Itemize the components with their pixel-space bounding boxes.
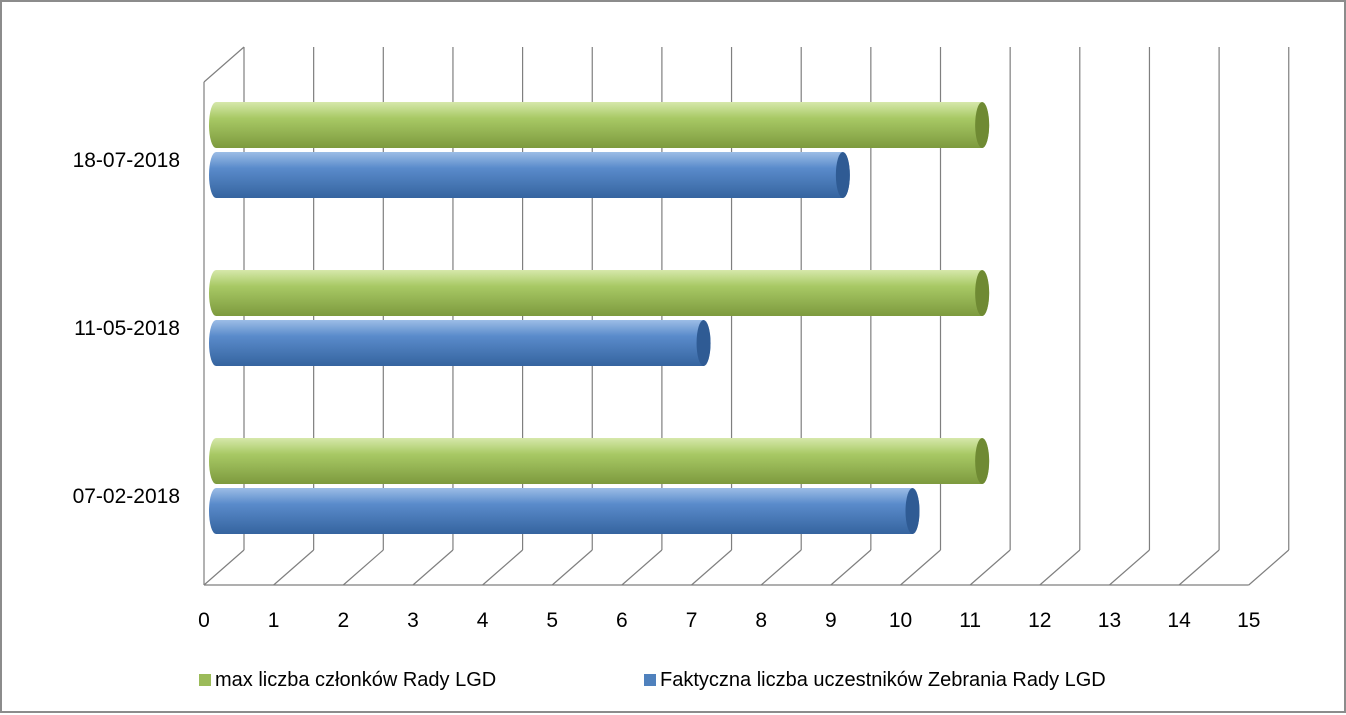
floor-gridline: [621, 549, 663, 586]
bar-body: [209, 270, 990, 316]
bar-cap: [975, 270, 990, 316]
x-tick-label: 2: [337, 609, 349, 632]
floor-gridline: [1109, 549, 1150, 586]
legend-swatch: [644, 674, 656, 686]
category-label: 11-05-2018: [74, 317, 180, 340]
bar-actual-07-02-2018: [209, 488, 920, 534]
x-tick-label: 8: [755, 609, 767, 632]
category-label: 18-07-2018: [73, 149, 180, 172]
side-wall-top-edge: [203, 46, 245, 83]
bar-max-07-02-2018: [209, 438, 990, 484]
x-tick-label: 13: [1098, 609, 1121, 632]
bar-max-11-05-2018: [209, 270, 990, 316]
floor-gridline: [273, 549, 315, 586]
legend-label: max liczba członków Rady LGD: [215, 669, 496, 691]
x-tick-label: 14: [1167, 609, 1191, 632]
floor-gridline: [342, 549, 384, 586]
x-tick-label: 4: [477, 609, 489, 632]
x-tick-label: 6: [616, 609, 628, 632]
floor-gridline: [551, 549, 593, 586]
x-tick-label: 1: [268, 609, 280, 632]
chart-bars: [209, 102, 990, 534]
x-tick-label: 10: [889, 609, 912, 632]
floor-gridline: [830, 549, 872, 586]
legend: max liczba członków Rady LGD Faktyczna li…: [199, 669, 1106, 691]
bar-body: [209, 320, 711, 366]
floor-gridline: [969, 549, 1011, 586]
bar-actual-11-05-2018: [209, 320, 711, 366]
floor-gridline: [203, 549, 245, 586]
category-label: 07-02-2018: [73, 485, 180, 508]
bar-actual-18-07-2018: [209, 152, 850, 198]
floor-gridline: [482, 549, 523, 586]
bar-cap: [696, 320, 711, 366]
bar-cap: [975, 102, 990, 148]
bar-body: [209, 102, 990, 148]
floor-gridline: [412, 549, 454, 586]
legend-label: Faktyczna liczba uczestników Zebrania Ra…: [660, 669, 1106, 691]
legend-swatch: [199, 674, 211, 686]
x-tick-label: 9: [825, 609, 837, 632]
x-tick-label: 7: [686, 609, 698, 632]
floor-gridline: [760, 549, 802, 586]
x-tick-label: 12: [1028, 609, 1051, 632]
bar-max-18-07-2018: [209, 102, 990, 148]
x-tick-label: 3: [407, 609, 419, 632]
floor-gridline: [900, 549, 941, 586]
bar-body: [209, 488, 920, 534]
bar-cap: [905, 488, 920, 534]
x-tick-label: 15: [1237, 609, 1260, 632]
bar-cap: [835, 152, 850, 198]
x-tick-label: 0: [198, 609, 210, 632]
x-tick-label: 5: [546, 609, 558, 632]
x-tick-label: 11: [959, 609, 981, 632]
floor-gridline: [1039, 549, 1081, 586]
floor-gridline: [1178, 549, 1220, 586]
floor-gridline: [691, 549, 732, 586]
bar-body: [209, 152, 850, 198]
bar-cap: [975, 438, 990, 484]
bar-body: [209, 438, 990, 484]
category-labels: 07-02-2018 11-05-2018 18-07-2018: [73, 149, 180, 508]
floor-gridline: [1248, 549, 1290, 586]
x-axis-tick-labels: 0 1 2 3 4 5 6 7 8 9 10 11 12 13 14 15: [198, 609, 1260, 632]
